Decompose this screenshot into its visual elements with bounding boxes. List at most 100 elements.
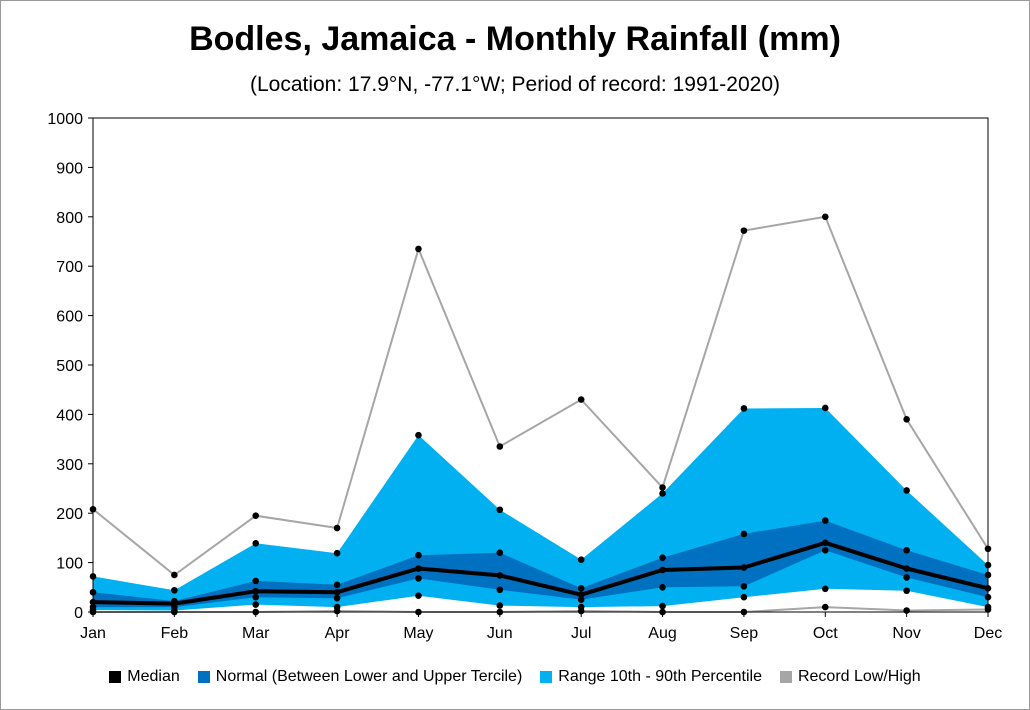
record-high-point	[740, 227, 748, 234]
lower-tercile-point	[415, 575, 422, 582]
x-tick-label: Jun	[487, 625, 513, 642]
percentile-90th-point	[984, 561, 992, 569]
lower-tercile-point	[903, 574, 910, 581]
y-tick-label: 1000	[47, 111, 83, 128]
percentile-10th-point	[577, 603, 585, 611]
x-tick-label: Aug	[648, 625, 676, 642]
tercile-band-area	[93, 520, 988, 608]
median-point	[740, 564, 748, 571]
record-low-point	[252, 608, 260, 616]
percentile-90th-point	[903, 487, 910, 494]
legend-swatch	[109, 671, 122, 683]
percentile-90th-point	[821, 404, 829, 412]
lower-tercile-point	[333, 594, 341, 602]
record-low-line	[93, 606, 989, 613]
legend-swatch	[540, 671, 553, 683]
lower-tercile-point	[821, 546, 829, 554]
upper-tercile-point	[577, 584, 585, 592]
median-point	[903, 565, 910, 572]
median-point	[333, 588, 341, 596]
y-tick-label: 500	[56, 358, 83, 375]
median-point	[252, 587, 260, 595]
upper-tercile-point	[415, 551, 422, 559]
record-high-line	[92, 215, 989, 577]
record-low-point	[415, 608, 422, 616]
y-tick-label: 900	[56, 160, 83, 177]
legend-swatch	[197, 671, 210, 683]
y-tick-label: 300	[56, 457, 83, 474]
record-low-point	[903, 607, 910, 614]
record-high-point	[252, 512, 260, 519]
upper-tercile-point	[333, 581, 341, 589]
upper-tercile-point	[984, 571, 992, 579]
x-tick-label: May	[403, 625, 433, 642]
legend-item: Normal (Between Lower and Upper Tercile)	[197, 668, 522, 686]
record-high-point	[577, 396, 585, 403]
percentile-90th-point	[577, 556, 585, 563]
x-tick-label: Oct	[813, 625, 838, 642]
upper-tercile-point	[252, 577, 260, 585]
percentile-10th-point	[659, 602, 666, 610]
legend-item: Record Low/High	[779, 668, 921, 686]
x-tick-label: Feb	[161, 625, 189, 642]
percentile-10th-point	[903, 587, 910, 595]
percentile-10th-point	[821, 585, 829, 593]
percentile-90th-point	[171, 586, 178, 594]
median-line	[92, 540, 989, 606]
percentile-90th-point	[496, 506, 504, 514]
percentile-10th-point	[252, 601, 260, 608]
percentile-10th-point	[333, 603, 341, 611]
record-high-point	[333, 524, 341, 532]
percentile-90th-point	[415, 431, 422, 439]
upper-tercile-point	[496, 549, 504, 557]
median-point	[415, 565, 422, 572]
lower-tercile-point	[659, 584, 666, 591]
y-tick-label: 800	[56, 210, 83, 227]
lower-tercile-point	[984, 593, 992, 601]
legend-label: Record Low/High	[797, 668, 921, 685]
median-point	[821, 539, 829, 547]
chart-subtitle: (Location: 17.9°N, -77.1°W; Period of re…	[249, 73, 781, 96]
upper-tercile-point	[903, 546, 910, 554]
record-low-point	[821, 603, 829, 611]
lower-tercile-point	[577, 596, 585, 603]
x-tick-label: Mar	[242, 625, 270, 642]
median-point	[984, 584, 992, 592]
record-high-point	[659, 484, 666, 491]
percentile-90th-point	[740, 405, 748, 412]
record-high-point	[903, 416, 910, 423]
record-high-point	[89, 505, 97, 513]
median-point	[89, 598, 97, 606]
legend-item: Range 10th - 90th Percentile	[540, 668, 762, 686]
y-tick-label: 200	[56, 506, 83, 523]
record-high-point	[984, 545, 992, 553]
record-high-point	[415, 245, 422, 253]
legend-item: Median	[109, 668, 180, 686]
y-tick-label: 400	[56, 407, 83, 424]
y-tick-label: 700	[56, 259, 83, 276]
legend: Median Normal (Between Lower and Upper Te…	[0, 664, 1030, 690]
legend-swatch	[779, 671, 792, 683]
x-tick-label: Jan	[80, 625, 106, 642]
record-low-point	[496, 608, 504, 616]
median-point	[496, 572, 504, 579]
record-low-point	[740, 608, 748, 616]
percentile-10th-point	[415, 592, 422, 599]
median-point	[577, 591, 585, 599]
percentile-10th-point	[496, 602, 504, 609]
lower-tercile-point	[496, 586, 504, 594]
y-tick-label: 0	[74, 605, 83, 622]
percentile-10th-point	[984, 603, 992, 611]
x-tick-label: Apr	[325, 625, 351, 642]
plot-area: 0 100 200 300 400 500 600 700 800 900 1000 Jan Feb Ma…	[47, 111, 1002, 642]
y-tick-label: 100	[56, 556, 83, 573]
upper-tercile-point	[821, 517, 829, 524]
lower-tercile-point	[89, 603, 97, 611]
x-tick-label: Jul	[571, 625, 591, 642]
y-tick-label: 600	[56, 309, 83, 326]
x-tick-label: Dec	[974, 625, 1002, 642]
x-tick-label: Nov	[892, 625, 920, 642]
upper-tercile-point	[659, 554, 666, 561]
x-tick-label: Sep	[730, 625, 759, 642]
percentile-90th-point	[89, 573, 97, 580]
